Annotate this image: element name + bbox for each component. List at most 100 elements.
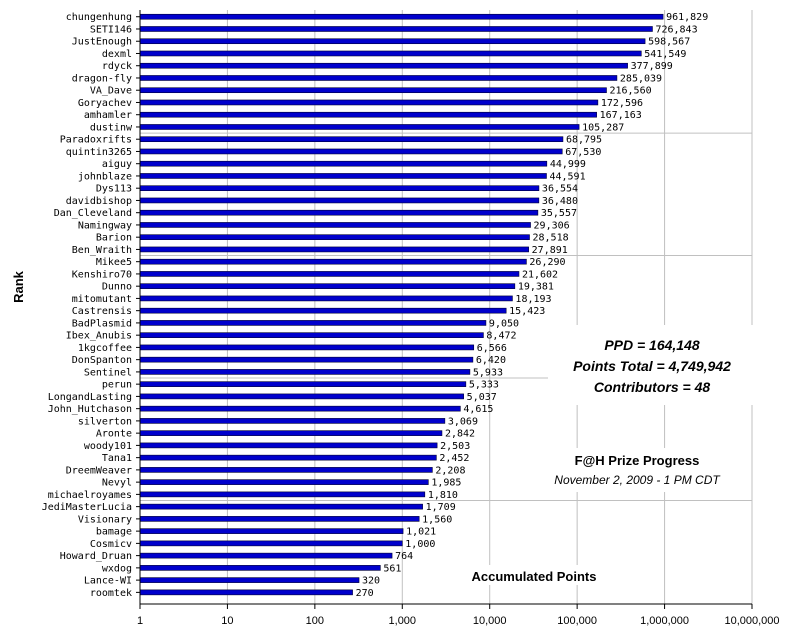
category-label: woody101: [84, 441, 132, 452]
category-label: bamage: [96, 527, 132, 538]
bar: [139, 356, 474, 363]
x-tick-label: 10: [221, 615, 233, 627]
value-label: 764: [395, 551, 413, 562]
value-label: 28,518: [533, 233, 569, 244]
value-label: 68,795: [566, 135, 602, 146]
category-label: Namingway: [78, 220, 132, 231]
bar: [139, 258, 527, 265]
value-label: 285,039: [620, 73, 662, 84]
value-label: 18,193: [515, 294, 551, 305]
category-label: BadPlasmid: [72, 318, 132, 329]
bar: [139, 87, 607, 94]
bar: [139, 124, 580, 130]
x-tick-label: 1,000: [389, 615, 417, 627]
value-label: 15,423: [509, 306, 545, 317]
value-label: 1,000: [405, 539, 435, 550]
value-label: 5,037: [467, 392, 497, 403]
bar: [139, 381, 467, 387]
category-label: quintin3265: [66, 147, 132, 158]
category-label: chungenhung: [66, 12, 132, 23]
category-label: Dys113: [96, 184, 132, 195]
category-label: John_Hutchason: [48, 404, 132, 415]
value-label: 36,554: [542, 184, 578, 195]
bar: [139, 271, 520, 277]
y-axis-label: Rank: [11, 270, 26, 303]
value-label: 67,530: [565, 147, 601, 158]
bar: [139, 491, 426, 498]
bar: [139, 344, 475, 351]
category-label: SETI146: [90, 24, 132, 35]
category-label: Tana1: [102, 453, 132, 464]
bar: [139, 111, 597, 118]
x-axis-label: Accumulated Points: [472, 569, 597, 584]
bar: [139, 442, 438, 449]
bar: [139, 552, 393, 559]
bar: [139, 369, 471, 375]
value-label: 3,069: [448, 416, 478, 427]
bar: [139, 503, 423, 510]
category-label: 1kgcoffee: [78, 343, 132, 354]
category-label: rdyck: [102, 61, 132, 72]
bar: [139, 185, 540, 191]
category-label: JustEnough: [72, 37, 132, 48]
value-label: 9,050: [489, 318, 519, 329]
bar: [139, 565, 381, 571]
stat-contributors: Contributors = 48: [594, 379, 711, 395]
category-label: Castrensis: [72, 306, 132, 317]
value-label: 44,591: [549, 171, 585, 182]
category-label: LongandLasting: [48, 392, 132, 403]
value-label: 2,842: [445, 429, 475, 440]
bar: [139, 393, 464, 400]
value-label: 1,985: [431, 478, 461, 489]
category-label: Visionary: [78, 514, 132, 525]
category-label: amhamler: [84, 110, 132, 121]
stats-box: [548, 325, 758, 405]
value-label: 26,290: [529, 257, 565, 268]
value-label: 541,549: [644, 49, 686, 60]
bar: [139, 222, 531, 228]
category-label: JediMasterLucia: [42, 502, 132, 513]
category-label: wxdog: [102, 563, 132, 574]
bar: [139, 209, 539, 216]
value-label: 29,306: [534, 220, 570, 231]
category-label: Lance-WI: [84, 576, 132, 587]
category-label: roomtek: [90, 588, 132, 599]
x-tick-label: 1: [137, 615, 143, 627]
bar: [139, 50, 642, 57]
bar: [139, 479, 429, 485]
value-label: 2,503: [440, 441, 470, 452]
bar: [139, 528, 404, 534]
x-tick-label: 10,000: [473, 615, 507, 627]
bar: [139, 430, 443, 436]
value-label: 1,021: [406, 527, 436, 538]
bar: [139, 197, 540, 204]
bar: [139, 418, 446, 424]
value-label: 4,615: [463, 404, 493, 415]
value-label: 21,602: [522, 269, 558, 280]
category-label: Ben_Wraith: [72, 245, 132, 256]
value-label: 598,567: [648, 37, 690, 48]
category-label: VA_Dave: [90, 86, 132, 97]
category-label: davidbishop: [66, 196, 132, 207]
bar: [139, 26, 653, 32]
value-label: 1,709: [426, 502, 456, 513]
bar: [139, 246, 529, 253]
bar: [139, 75, 618, 81]
x-ticks: 1 10 100 1,000 10,000 100,000 1,000,000 10,000,…: [137, 604, 780, 627]
bar: [139, 467, 433, 473]
bar: [139, 99, 599, 106]
category-label: Howard_Druan: [60, 551, 132, 562]
category-label: Sentinel: [84, 367, 132, 378]
category-label: mitomutant: [72, 294, 132, 305]
category-label: Cosmicv: [90, 539, 132, 550]
bar: [139, 295, 513, 302]
value-label: 1,810: [428, 490, 458, 501]
title-box: [530, 448, 750, 492]
value-label: 6,420: [476, 355, 506, 366]
bar: [139, 577, 360, 583]
value-label: 2,208: [435, 465, 465, 476]
value-label: 172,596: [601, 98, 643, 109]
value-label: 961,829: [666, 12, 708, 23]
chart-subtitle: November 2, 2009 - 1 PM CDT: [554, 473, 721, 487]
